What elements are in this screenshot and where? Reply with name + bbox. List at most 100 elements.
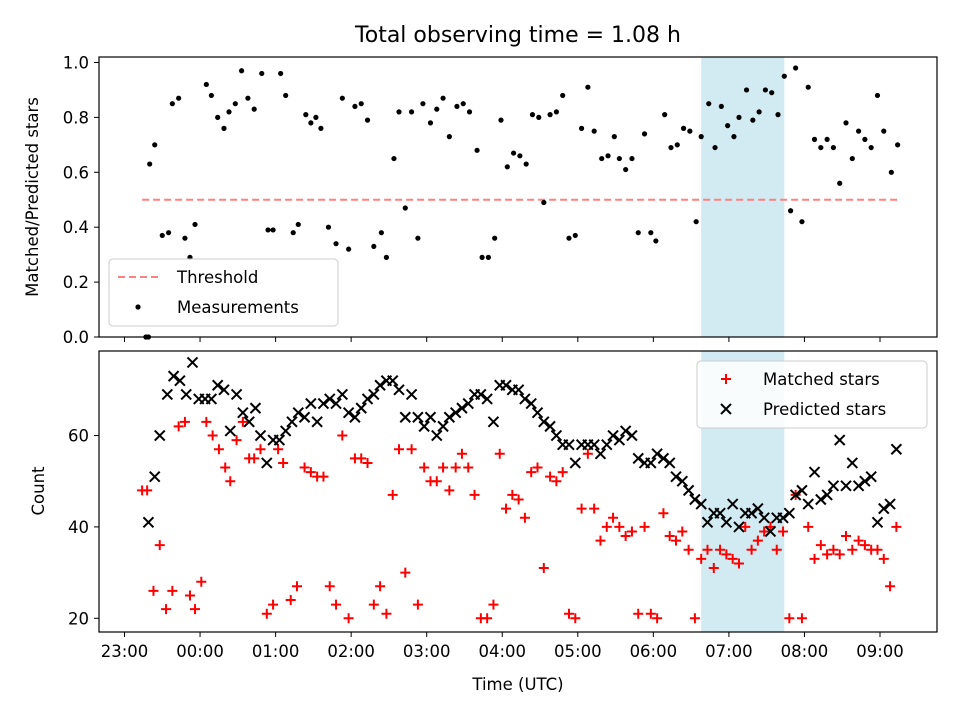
matched-star-point xyxy=(331,599,342,610)
measurement-point xyxy=(358,101,364,107)
measurement-point xyxy=(434,106,440,112)
measurement-point xyxy=(874,92,881,99)
matched-star-point xyxy=(645,608,656,619)
matched-star-point xyxy=(406,444,417,455)
predicted-star-point xyxy=(682,484,695,497)
predicted-star-point xyxy=(871,516,884,529)
measurement-point xyxy=(736,114,742,120)
measurement-point xyxy=(599,155,605,162)
measurement-point xyxy=(750,117,756,123)
matched-star-point xyxy=(733,558,744,569)
predicted-star-point xyxy=(632,452,644,465)
matched-star-point xyxy=(463,462,474,473)
measurement-point xyxy=(165,230,172,236)
matched-star-point xyxy=(513,494,524,505)
measurement-point xyxy=(333,241,339,247)
matched-star-point xyxy=(620,531,631,542)
matched-star-point xyxy=(803,521,814,532)
measurement-point xyxy=(391,155,397,162)
matched-star-point xyxy=(438,462,449,473)
measurement-point xyxy=(793,65,799,71)
legend-matched-swatch xyxy=(721,374,731,384)
predicted-star-point xyxy=(645,457,657,469)
predicted-star-point xyxy=(142,516,155,529)
legend-measurement-swatch xyxy=(135,304,141,310)
bottom-data xyxy=(137,356,903,624)
measurement-point xyxy=(818,144,824,151)
predicted-star-point xyxy=(563,438,575,451)
matched-star-point xyxy=(450,462,461,473)
matched-star-point xyxy=(318,471,329,482)
measurement-point xyxy=(427,120,434,126)
measurement-point xyxy=(687,128,693,134)
matched-star-point xyxy=(727,553,738,564)
matched-star-point xyxy=(268,599,279,610)
measurement-point xyxy=(226,109,232,115)
matched-star-point xyxy=(249,453,260,464)
matched-star-point xyxy=(173,421,184,432)
matched-star-point xyxy=(494,448,505,459)
measurement-point xyxy=(295,221,301,228)
measurement-point xyxy=(805,84,811,90)
matched-star-point xyxy=(834,549,845,560)
predicted-star-point xyxy=(273,434,286,446)
legend-measurement-label: Measurements xyxy=(177,298,299,317)
predicted-star-point xyxy=(821,489,833,501)
measurement-point xyxy=(203,81,209,88)
predicted-star-point xyxy=(657,452,670,465)
matched-star-point xyxy=(664,531,675,542)
measurement-point xyxy=(152,142,158,148)
matched-star-point xyxy=(677,526,688,537)
matched-star-point xyxy=(859,540,870,551)
predicted-star-point xyxy=(205,393,218,405)
matched-star-point xyxy=(563,608,574,619)
predicted-star-point xyxy=(368,388,380,401)
top-y-tick-label: 0.0 xyxy=(63,328,89,347)
predicted-star-point xyxy=(443,411,456,423)
measurement-point xyxy=(245,95,251,101)
measurement-point xyxy=(578,125,585,131)
predicted-star-point xyxy=(311,416,323,428)
predicted-star-point xyxy=(456,402,468,414)
measurement-point xyxy=(364,117,371,123)
measurement-point xyxy=(547,112,553,118)
measurement-point xyxy=(698,134,704,140)
matched-star-point xyxy=(841,531,852,542)
matched-star-point xyxy=(488,599,499,610)
matched-star-point xyxy=(557,467,568,478)
matched-star-point xyxy=(847,544,858,555)
measurement-point xyxy=(731,134,737,140)
predicted-star-point xyxy=(833,434,846,446)
predicted-star-point xyxy=(475,388,487,401)
predicted-star-point xyxy=(764,525,777,538)
predicted-star-point xyxy=(500,379,512,391)
predicted-star-point xyxy=(243,416,255,428)
measurement-point xyxy=(868,144,874,151)
measurement-point xyxy=(641,131,648,137)
x-axis-label: Time (UTC) xyxy=(471,675,563,694)
measurement-point xyxy=(221,125,227,131)
measurement-point xyxy=(762,87,769,93)
matched-star-point xyxy=(225,476,236,487)
matched-star-point xyxy=(237,416,248,427)
measurement-point xyxy=(215,114,221,120)
measurement-point xyxy=(623,166,629,173)
predicted-star-point xyxy=(531,406,544,419)
measurement-point xyxy=(346,246,352,252)
predicted-star-point xyxy=(342,406,355,419)
measurement-point xyxy=(811,136,818,142)
predicted-star-point xyxy=(607,429,619,442)
top-y-tick-label: 1.0 xyxy=(63,53,89,72)
predicted-star-point xyxy=(670,470,682,483)
matched-star-point xyxy=(431,476,442,487)
matched-star-point xyxy=(142,485,153,496)
matched-star-point xyxy=(551,476,562,487)
predicted-star-point xyxy=(161,388,174,401)
measurement-point xyxy=(182,235,188,241)
measurement-point xyxy=(560,92,566,99)
predicted-star-point xyxy=(355,402,367,414)
matched-star-point xyxy=(148,585,159,596)
matched-star-point xyxy=(419,462,430,473)
predicted-star-point xyxy=(405,388,418,401)
predicted-star-point xyxy=(859,475,871,487)
